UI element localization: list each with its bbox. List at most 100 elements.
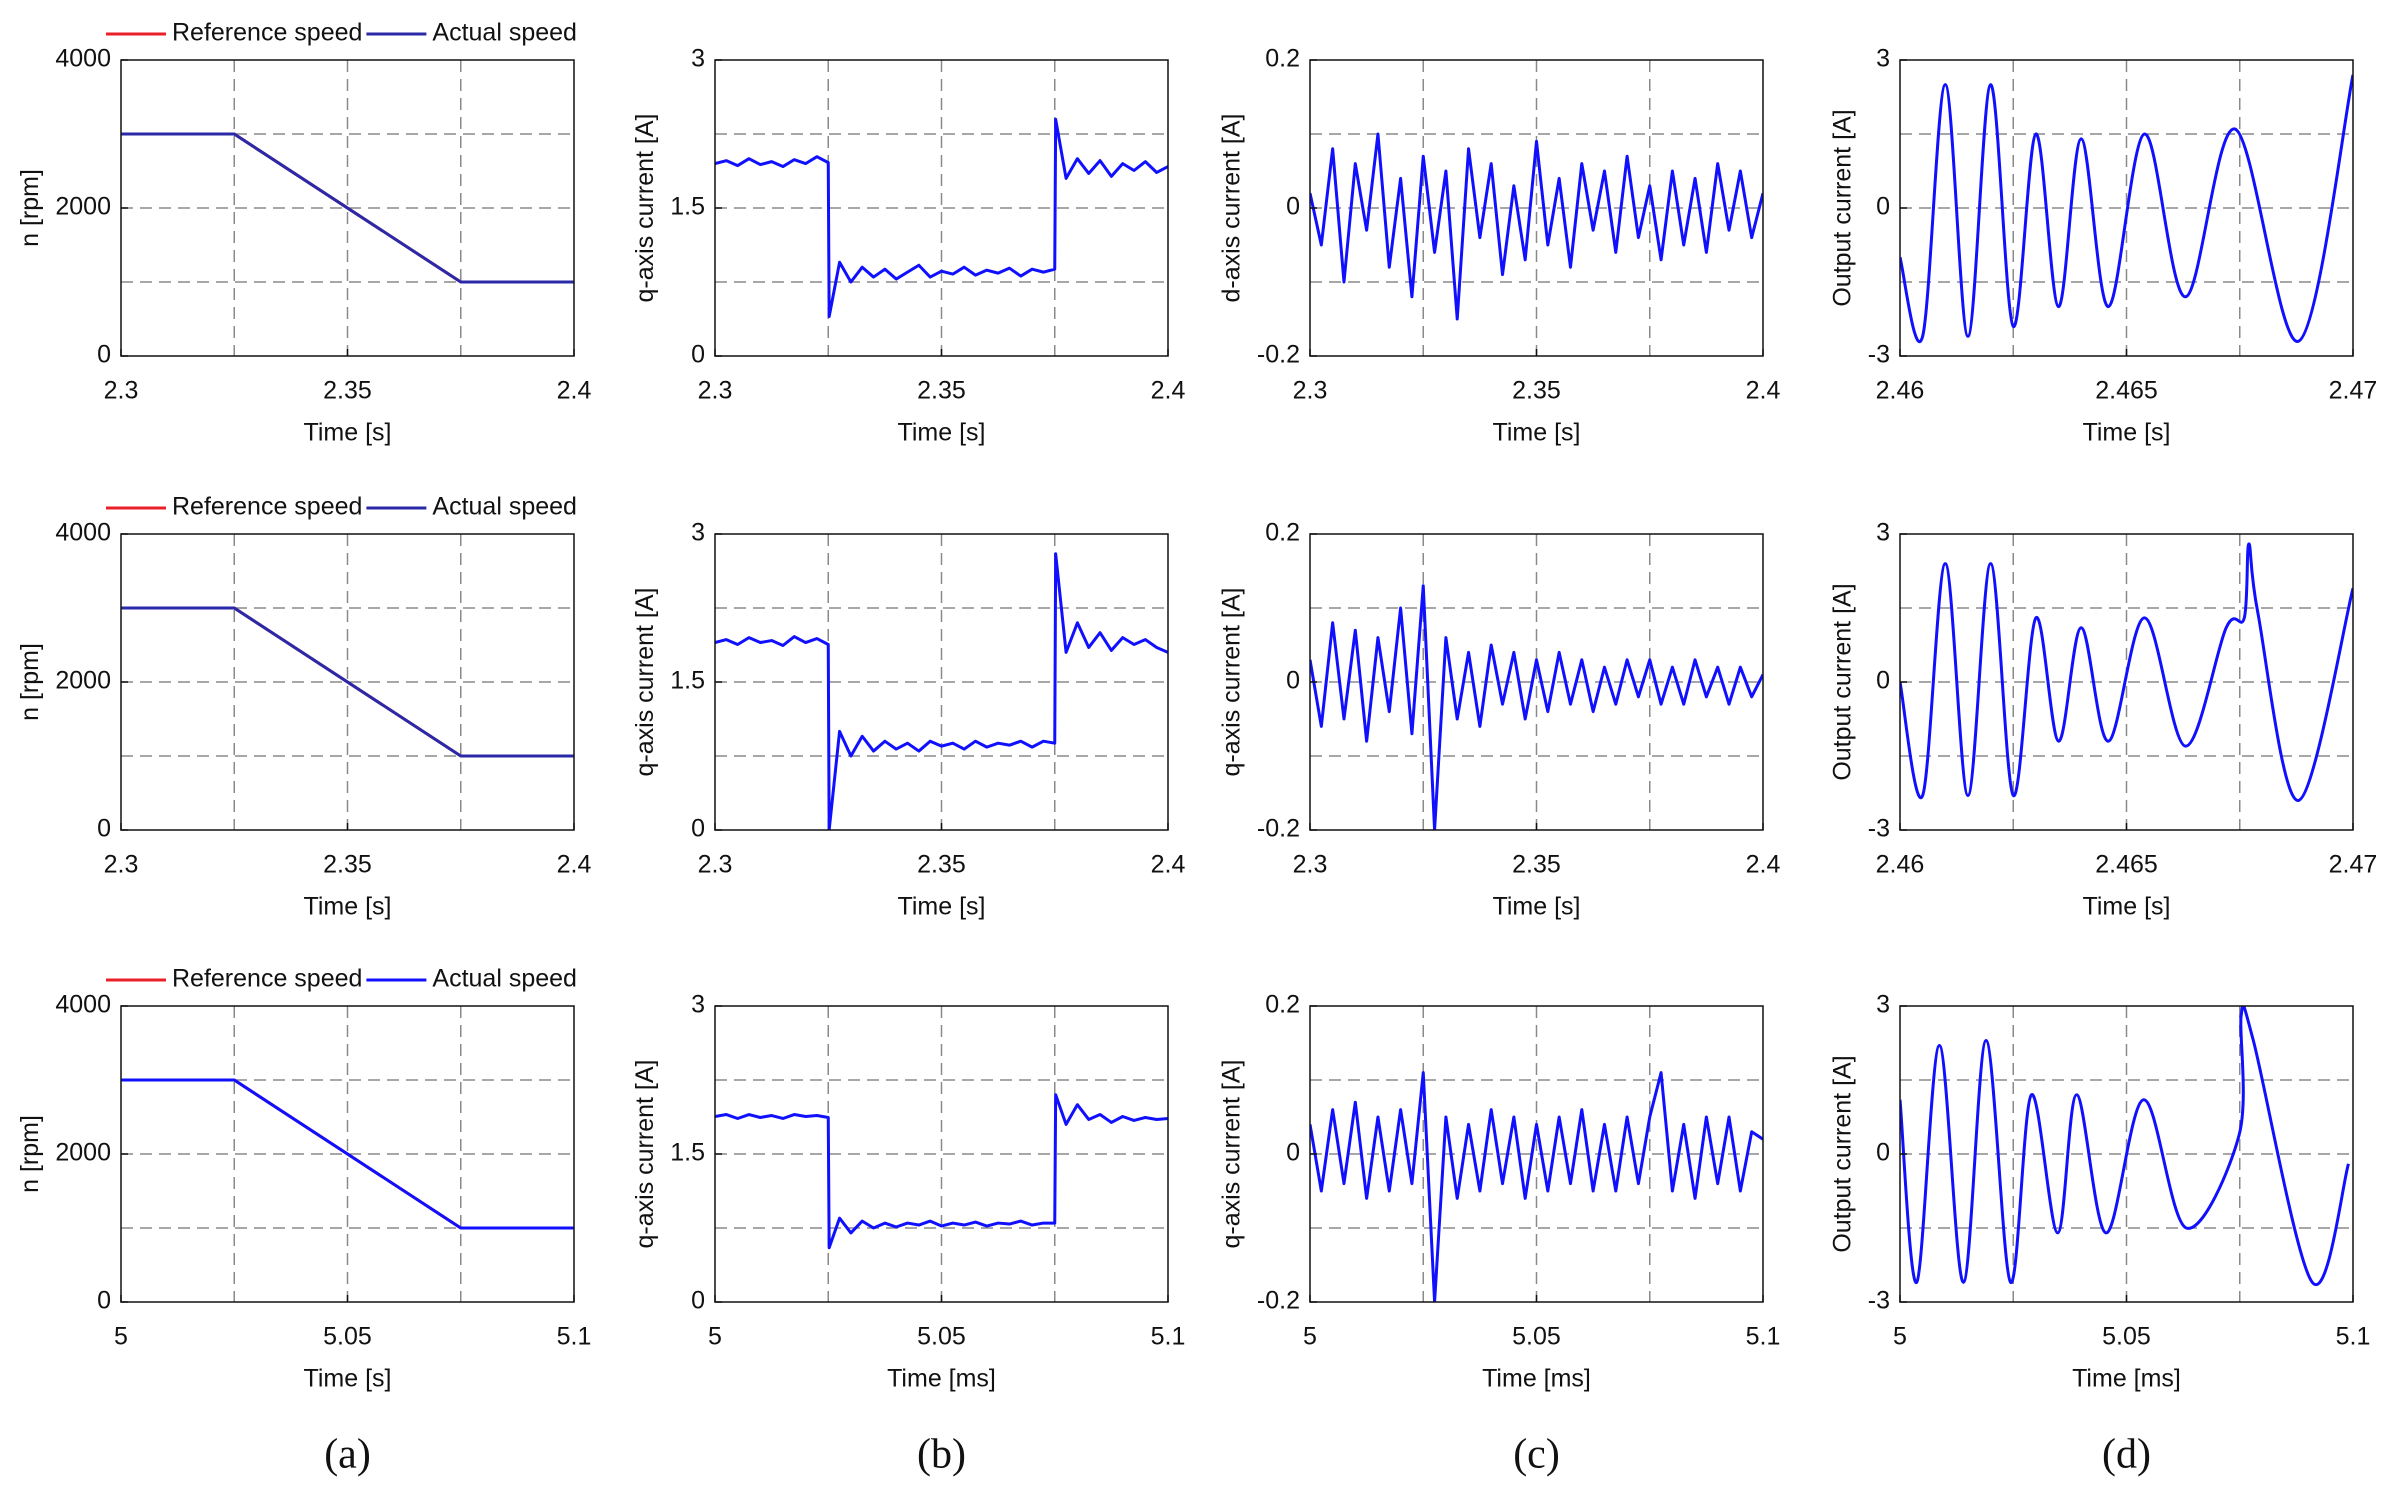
x-tick-label: 5 xyxy=(1893,1323,1907,1351)
x-axis-label: Time [s] xyxy=(304,419,392,447)
y-tick-label: 0.2 xyxy=(1265,991,1300,1019)
x-tick-label: 5.05 xyxy=(917,1323,966,1351)
panel-label: (a) xyxy=(324,1432,371,1478)
y-tick-label: -3 xyxy=(1868,341,1890,369)
x-tick-label: 5.05 xyxy=(323,1323,372,1351)
line xyxy=(1900,542,2353,802)
line xyxy=(121,606,574,758)
x-tick-label: 2.46 xyxy=(1876,851,1925,879)
y-tick-label: 0 xyxy=(1286,1139,1300,1167)
y-tick-label: 0 xyxy=(1876,667,1890,695)
subplot: 0 2000 4000 2.3 2.35 2.4 Time [s] n [rpm] Refere… xyxy=(16,19,591,447)
y-tick-label: 0 xyxy=(1286,193,1300,221)
y-axis-label: Output current [A] xyxy=(1828,583,1856,780)
y-tick-label: -0.2 xyxy=(1257,1287,1300,1315)
y-tick-label: 0 xyxy=(691,1287,705,1315)
y-tick-label: -0.2 xyxy=(1257,341,1300,369)
x-tick-label: 2.35 xyxy=(1512,377,1561,405)
y-tick-label: 0 xyxy=(97,815,111,843)
line xyxy=(1900,74,2353,343)
x-tick-label: 2.3 xyxy=(104,851,139,879)
y-axis-label: d-axis current [A] xyxy=(1218,114,1246,303)
legend-label: Actual speed xyxy=(432,965,577,993)
y-axis-label: q-axis current [A] xyxy=(1218,588,1246,777)
y-tick-label: 0 xyxy=(691,341,705,369)
x-tick-label: 5 xyxy=(1303,1323,1317,1351)
y-tick-label: 3 xyxy=(691,991,705,1019)
legend-label: Reference speed xyxy=(172,965,362,993)
series-group xyxy=(715,1093,1168,1250)
subplot: 0 2000 4000 5 5.05 5.1 Time [s] n [rpm] Referenc… xyxy=(16,965,591,1393)
x-axis-label: Time [s] xyxy=(898,419,986,447)
y-tick-label: 3 xyxy=(1876,991,1890,1019)
y-tick-label: 3 xyxy=(1876,45,1890,73)
x-tick-label: 2.47 xyxy=(2329,851,2378,879)
y-tick-label: 2000 xyxy=(55,667,111,695)
series-group xyxy=(1900,542,2353,802)
subplot: -0.2 0 0.2 5 5.05 5.1 Time [ms] q-axis current … xyxy=(1218,991,1781,1393)
y-tick-label: 4000 xyxy=(55,45,111,73)
y-axis-label: Output current [A] xyxy=(1828,109,1856,306)
y-tick-label: 1.5 xyxy=(670,1139,705,1167)
series-group xyxy=(715,117,1168,319)
x-tick-label: 2.4 xyxy=(1151,851,1186,879)
y-tick-label: 0 xyxy=(1876,193,1890,221)
x-axis-label: Time [s] xyxy=(304,1365,392,1393)
line xyxy=(121,132,574,284)
y-tick-label: 0 xyxy=(691,815,705,843)
line xyxy=(1310,132,1763,321)
x-tick-label: 5 xyxy=(114,1323,128,1351)
subplot: -3 0 3 2.46 2.465 2.47 Time [s] Output current … xyxy=(1828,519,2377,921)
x-tick-label: 5 xyxy=(708,1323,722,1351)
y-tick-label: 2000 xyxy=(55,1139,111,1167)
x-tick-label: 5.1 xyxy=(2336,1323,2371,1351)
legend-label: Reference speed xyxy=(172,493,362,521)
x-tick-label: 2.35 xyxy=(917,851,966,879)
x-tick-label: 2.465 xyxy=(2095,377,2158,405)
y-tick-label: 3 xyxy=(691,45,705,73)
x-tick-label: 5.05 xyxy=(1512,1323,1561,1351)
y-tick-label: 0 xyxy=(1286,667,1300,695)
line xyxy=(1310,584,1763,830)
series-group xyxy=(1900,1006,2350,1287)
x-axis-label: Time [s] xyxy=(1493,419,1581,447)
series-group xyxy=(121,1078,574,1230)
subplot: -3 0 3 5 5.05 5.1 Time [ms] Output current [A] xyxy=(1828,991,2370,1393)
subplot: 0 2000 4000 2.3 2.35 2.4 Time [s] n [rpm] Refere… xyxy=(16,493,591,921)
series-group xyxy=(121,606,574,758)
y-tick-label: -0.2 xyxy=(1257,815,1300,843)
line xyxy=(715,1093,1168,1250)
y-axis-label: n [rpm] xyxy=(16,643,44,721)
y-tick-label: 1.5 xyxy=(670,667,705,695)
series-group xyxy=(121,132,574,284)
x-axis-label: Time [ms] xyxy=(887,1365,996,1393)
y-tick-label: 4000 xyxy=(55,519,111,547)
y-tick-label: 0.2 xyxy=(1265,45,1300,73)
y-tick-label: -3 xyxy=(1868,815,1890,843)
x-tick-label: 2.47 xyxy=(2329,377,2378,405)
x-tick-label: 2.3 xyxy=(104,377,139,405)
subplot: -0.2 0 0.2 2.3 2.35 2.4 Time [s] q-axis current… xyxy=(1218,519,1781,921)
x-axis-label: Time [s] xyxy=(2083,419,2171,447)
x-tick-label: 2.4 xyxy=(1746,851,1781,879)
y-axis-label: q-axis current [A] xyxy=(631,588,659,777)
series-group xyxy=(1310,132,1763,321)
y-tick-label: 0.2 xyxy=(1265,519,1300,547)
x-tick-label: 2.4 xyxy=(557,377,592,405)
subplot: -0.2 0 0.2 2.3 2.35 2.4 Time [s] d-axis current… xyxy=(1218,45,1781,447)
y-axis-label: Output current [A] xyxy=(1828,1055,1856,1252)
x-tick-label: 2.35 xyxy=(1512,851,1561,879)
y-tick-label: -3 xyxy=(1868,1287,1890,1315)
x-tick-label: 2.35 xyxy=(323,851,372,879)
y-tick-label: 0 xyxy=(97,1287,111,1315)
x-tick-label: 5.05 xyxy=(2102,1323,2151,1351)
y-tick-label: 0 xyxy=(1876,1139,1890,1167)
y-axis-label: n [rpm] xyxy=(16,1115,44,1193)
legend-label: Reference speed xyxy=(172,19,362,47)
panel-label: (d) xyxy=(2102,1432,2151,1478)
x-axis-label: Time [s] xyxy=(2083,893,2171,921)
x-tick-label: 2.4 xyxy=(1746,377,1781,405)
y-tick-label: 3 xyxy=(691,519,705,547)
y-tick-label: 1.5 xyxy=(670,193,705,221)
